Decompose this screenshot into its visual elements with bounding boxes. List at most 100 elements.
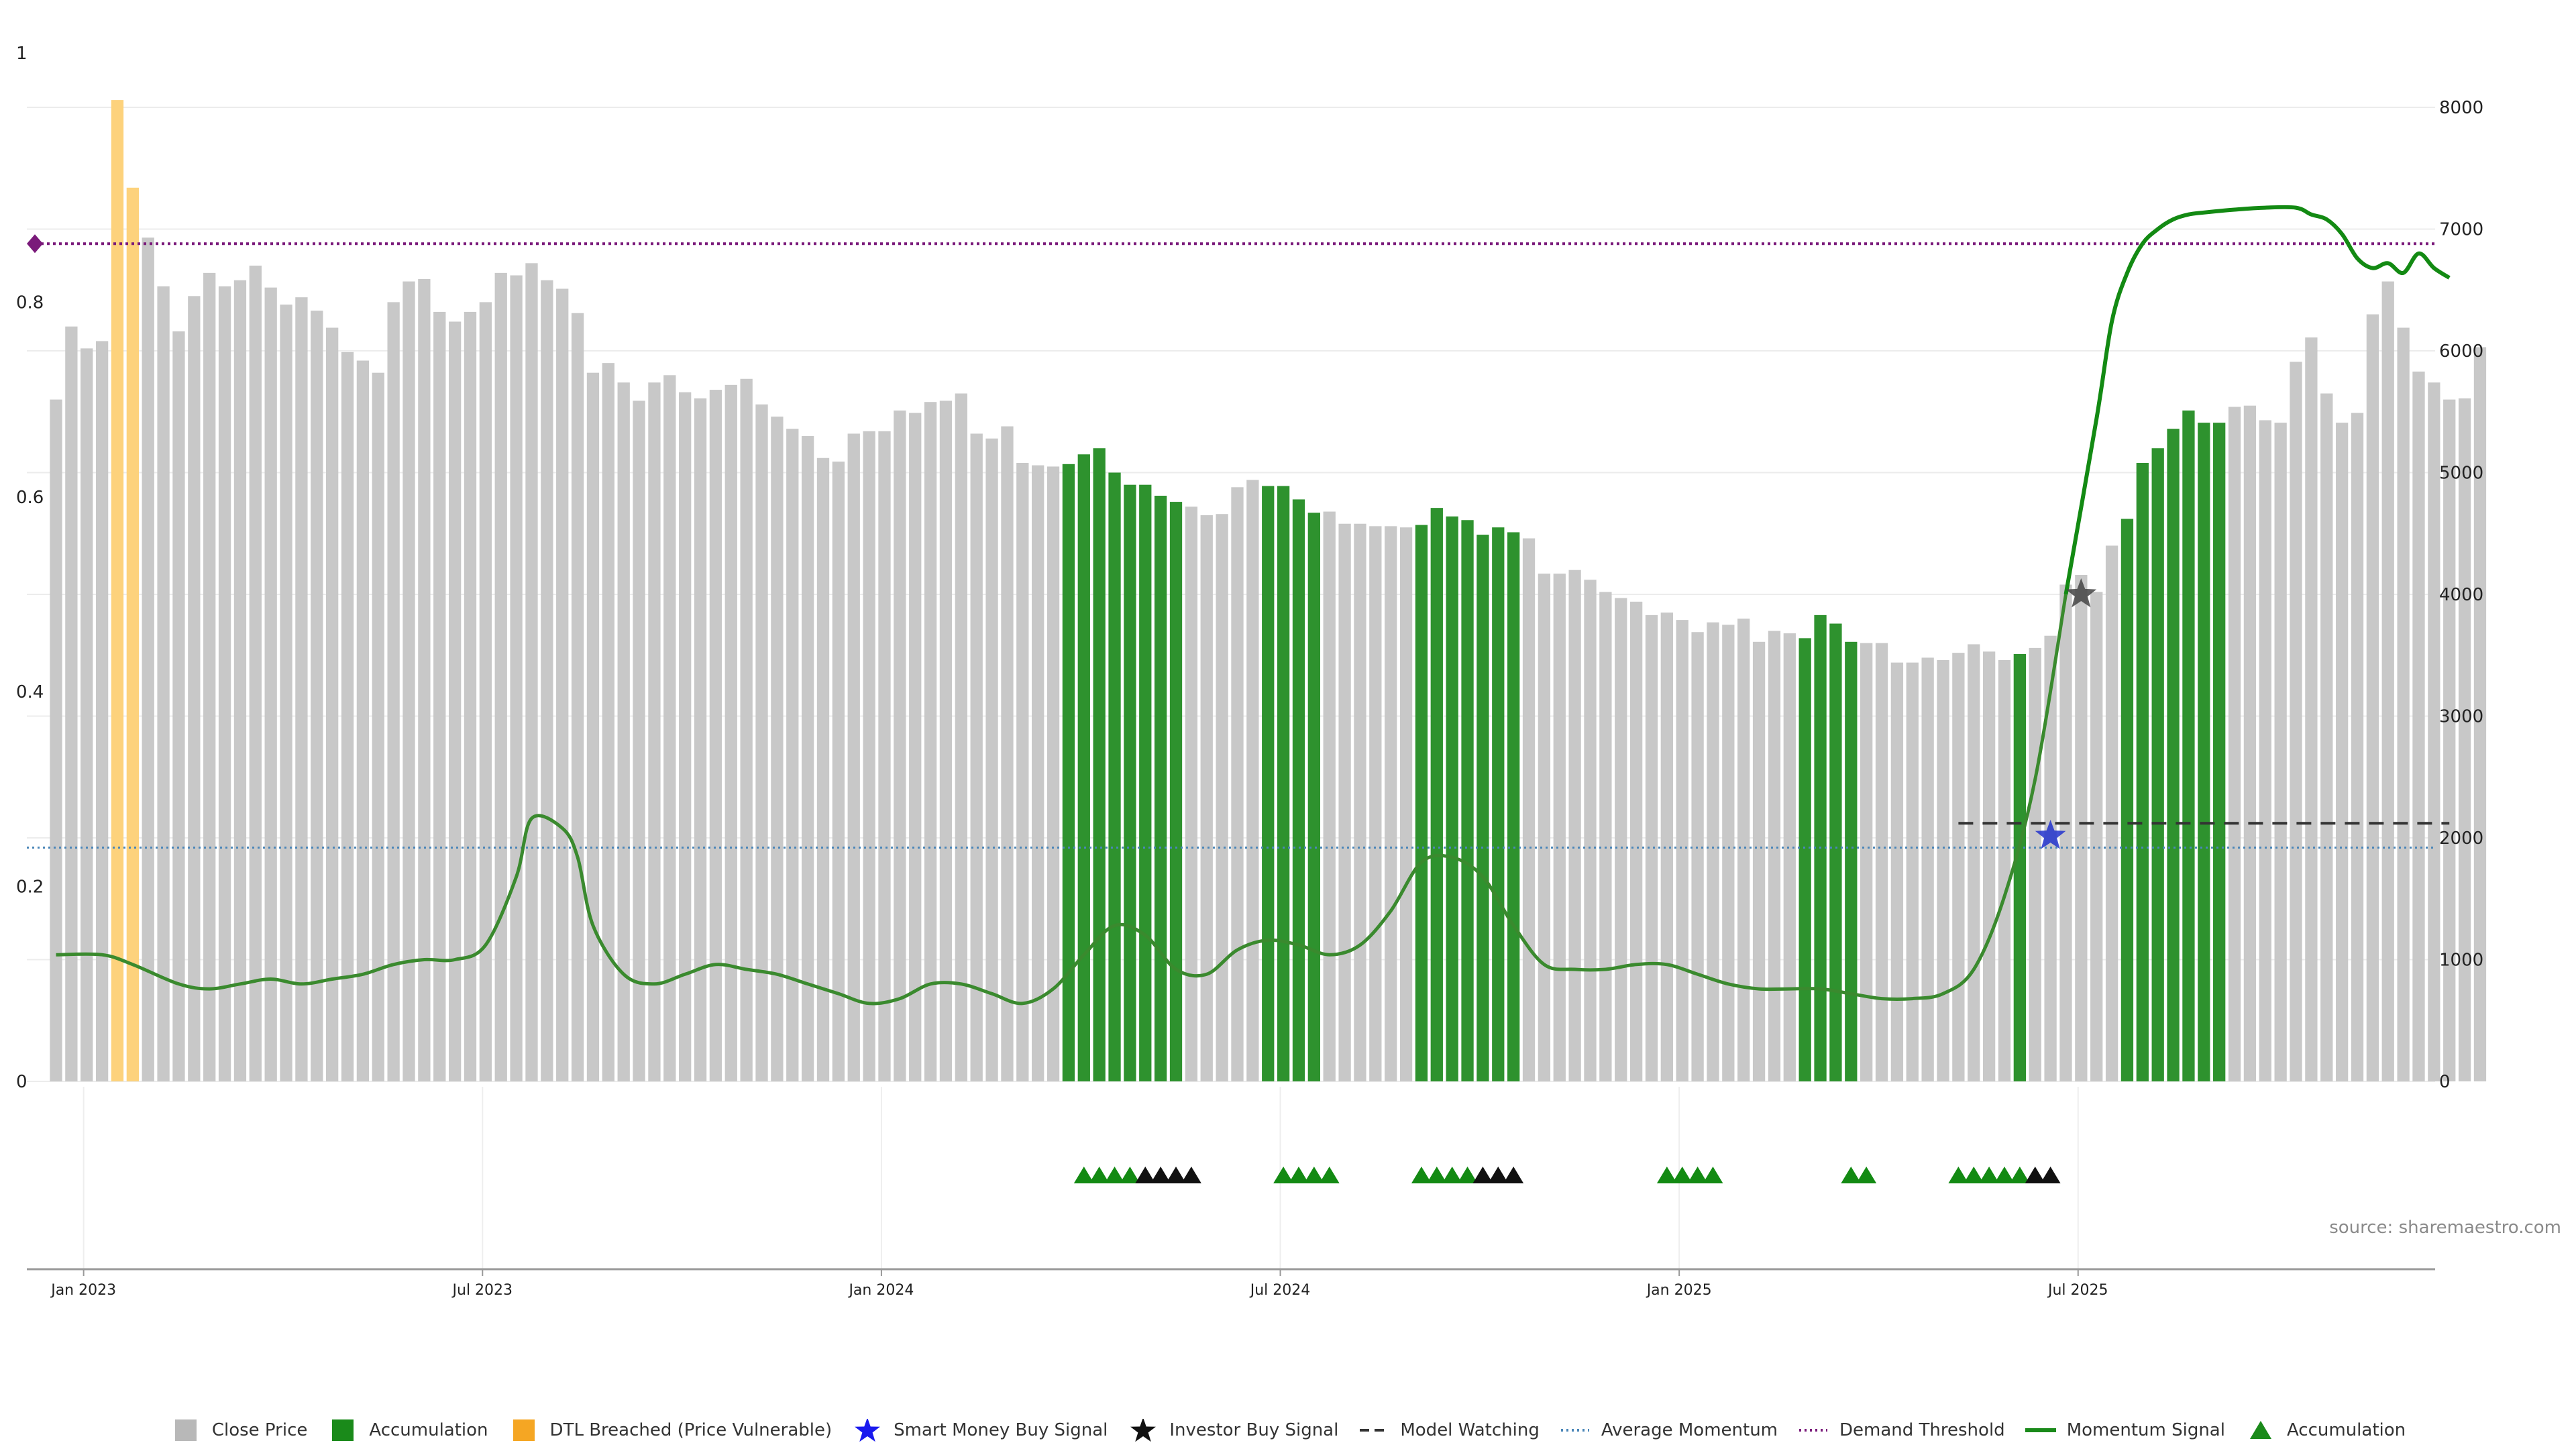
legend-label: DTL Breached (Price Vulnerable) [549,1420,833,1440]
close-price-bar [311,311,323,1082]
legend-symbol [2249,1421,2271,1439]
accumulation-triangle [1457,1167,1478,1183]
close-price-bar [1553,574,1566,1081]
legend-label: Model Watching [1400,1420,1540,1440]
accumulation-bar [1477,535,1489,1081]
left-tick-label: 0.6 [16,488,44,508]
close-price-bar [1615,598,1627,1081]
close-price-bar [602,363,614,1081]
accumulation-triangle [1411,1167,1432,1183]
close-price-bar [157,286,170,1082]
close-price-bar [1783,633,1796,1081]
accumulation-bar [1154,495,1167,1081]
close-price-bar [694,398,707,1081]
accumulation-bar [2136,462,2149,1081]
momentum-signal-line [56,594,2068,1006]
close-price-bar [663,375,676,1081]
close-price-bar [2274,423,2287,1081]
close-price-bar [2335,423,2349,1081]
close-price-bar [939,400,953,1081]
close-price-bar [801,436,814,1081]
close-price-bar [1875,643,1888,1081]
legend-item: Momentum Signal [2025,1419,2225,1442]
close-price-bar [648,382,661,1082]
close-price-bar [142,237,154,1082]
close-price-bar [909,413,922,1081]
right-tick-label: 2000 [2439,828,2483,849]
close-price-bar [985,438,998,1081]
close-price-bar [249,265,262,1082]
accumulation-bar [1845,641,1858,1081]
reference-lines [27,234,2450,849]
right-tick-label: 1000 [2439,951,2483,971]
close-price-bar [1046,466,1060,1081]
investor-triangle [1166,1167,1187,1183]
accumulation-bar [1446,516,1458,1081]
legend-symbol [1799,1429,1828,1432]
accumulation-triangle [1948,1167,1969,1183]
close-price-bar [1982,651,1996,1081]
close-price-bar [464,311,477,1081]
investor-buy-star [2065,578,2097,608]
close-price-bar [280,305,292,1081]
close-price-bar [1752,641,1766,1081]
close-price-bar [1906,662,1919,1081]
close-price-bar [65,326,78,1082]
close-price-bar [233,280,247,1082]
legend-symbol [1360,1429,1389,1432]
accumulation-bar [1139,484,1152,1081]
investor-triangle [1150,1167,1171,1183]
legend-item: Accumulation [327,1419,488,1442]
close-price-bar [188,296,201,1082]
close-price-bar [1737,619,1750,1081]
close-price-bar [2075,574,2088,1081]
close-price-bar [724,384,737,1081]
close-price-bar [2059,584,2072,1081]
accumulation-bar [1277,486,1290,1081]
accumulation-bar [1292,499,1305,1081]
legend-item: Model Watching [1358,1419,1540,1442]
close-price-bar [970,433,983,1081]
close-price-bar [1522,538,1536,1081]
close-price-bar [1385,526,1397,1081]
close-price-bar [1998,660,2011,1081]
legend-item: Accumulation [2245,1419,2406,1442]
right-tick-label: 8000 [2439,98,2483,118]
accumulation-triangle [1273,1167,1294,1183]
close-price-bar [1032,465,1044,1081]
close-price-bar [1568,570,1581,1081]
close-price-bar [786,429,799,1081]
close-price-bar [1246,480,1259,1081]
close-price-bar [847,433,860,1081]
accumulation-bar [1169,502,1183,1081]
legend-item: DTL Breached (Price Vulnerable) [508,1419,833,1442]
left-tick-label: 0.8 [16,292,44,313]
close-price-bar [2029,647,2041,1081]
close-price-bar [1921,657,1934,1081]
right-tick-label: 7000 [2439,220,2483,240]
close-price-bar [541,280,553,1082]
close-price-bar [50,399,62,1081]
accumulation-triangle [1964,1167,1984,1183]
close-price-bar [2428,382,2440,1082]
accumulation-triangle [1426,1167,1447,1183]
legend-item: Demand Threshold [1798,1419,2005,1442]
close-price-bar [1629,601,1643,1081]
legend-symbol [2025,1428,2056,1432]
close-price-bar [418,278,431,1081]
close-price-bar [402,281,415,1081]
close-price-bar [433,311,446,1081]
close-price-bar [1676,620,1688,1081]
accumulation-bar [2213,423,2226,1081]
close-price-bar [633,400,645,1081]
investor-triangle [1472,1167,1493,1183]
source-label: source: sharemaestro.com [2329,1218,2561,1238]
close-price-bar [1860,643,1873,1081]
close-price-bar [2044,635,2057,1081]
investor-triangle [1488,1167,1509,1183]
accumulation-bar [1829,623,1842,1081]
accumulation-triangle [1288,1167,1309,1183]
legend-label: Momentum Signal [2066,1420,2225,1440]
legend-symbol [174,1419,197,1441]
